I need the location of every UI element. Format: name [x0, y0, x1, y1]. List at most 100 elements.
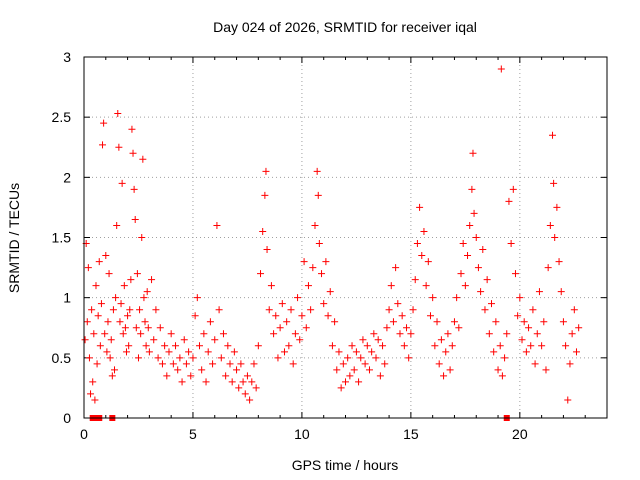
data-point: [248, 378, 256, 386]
data-point: [555, 258, 563, 266]
data-point: [127, 276, 135, 284]
data-point: [469, 149, 477, 157]
data-point: [553, 203, 561, 211]
data-point: [457, 270, 465, 278]
data-point: [101, 330, 109, 338]
data-point: [125, 342, 133, 350]
data-point: [270, 330, 278, 338]
data-point: [416, 203, 424, 211]
data-point: [130, 185, 138, 193]
data-point: [118, 179, 126, 187]
x-tick-label: 10: [294, 426, 310, 442]
data-point: [102, 252, 110, 260]
data-point: [89, 378, 97, 386]
data-point: [339, 360, 347, 368]
data-point: [531, 360, 539, 368]
y-tick-label: 0.5: [52, 350, 72, 366]
data-point: [477, 288, 485, 296]
data-point: [182, 360, 190, 368]
data-point: [446, 366, 454, 374]
x-tick-label: 5: [189, 426, 197, 442]
data-point: [202, 378, 210, 386]
data-point: [116, 318, 124, 326]
data-point: [206, 318, 214, 326]
data-point: [94, 312, 102, 320]
data-point: [265, 306, 273, 314]
data-point: [538, 342, 546, 350]
data-point: [450, 318, 458, 326]
y-axis-label: SRMTID / TECUs: [6, 183, 22, 293]
data-point: [379, 342, 387, 350]
data-point: [174, 366, 182, 374]
data-point: [511, 270, 519, 278]
data-point: [357, 354, 365, 362]
data-point: [145, 348, 153, 356]
data-point: [211, 336, 219, 344]
data-point: [527, 342, 535, 350]
data-point: [148, 276, 156, 284]
data-point: [322, 258, 330, 266]
data-point: [122, 348, 130, 356]
data-point: [289, 360, 297, 368]
data-point: [333, 366, 341, 374]
data-point: [342, 378, 349, 386]
data-point: [550, 179, 558, 187]
data-point: [355, 378, 363, 386]
data-point: [503, 330, 511, 338]
data-point: [285, 342, 293, 350]
data-point: [272, 312, 280, 320]
y-tick-label: 1: [63, 290, 71, 306]
data-point: [104, 318, 112, 326]
data-point: [496, 342, 504, 350]
data-point: [136, 306, 144, 314]
data-point: [191, 312, 199, 320]
data-point: [111, 366, 119, 374]
data-point: [250, 360, 258, 368]
data-point: [87, 390, 95, 398]
data-point: [444, 330, 452, 338]
data-point: [254, 342, 262, 350]
data-point: [228, 378, 236, 386]
data-point: [403, 324, 411, 332]
data-point: [92, 282, 100, 290]
data-point: [106, 354, 114, 362]
data-point: [424, 258, 432, 266]
data-point: [84, 264, 92, 272]
data-point: [361, 360, 369, 368]
data-point: [472, 234, 480, 241]
data-point: [324, 312, 332, 320]
data-point: [140, 294, 148, 302]
data-point: [413, 240, 421, 248]
y-tick-label: 2: [63, 169, 71, 185]
data-point: [383, 324, 391, 332]
data-point: [95, 258, 103, 266]
data-point: [93, 360, 101, 368]
data-point: [283, 318, 291, 326]
data-point: [161, 342, 169, 350]
data-point: [139, 155, 147, 163]
data-point: [507, 240, 515, 248]
data-point: [226, 360, 234, 368]
data-point: [233, 366, 241, 374]
x-axis-label: GPS time / hours: [292, 457, 399, 473]
data-point: [551, 234, 559, 241]
data-point: [514, 312, 522, 320]
data-point: [374, 336, 382, 344]
data-point: [143, 288, 151, 296]
x-tick-label: 20: [512, 426, 528, 442]
data-point: [219, 330, 227, 338]
data-point: [448, 342, 456, 350]
data-point: [318, 270, 326, 278]
data-point: [440, 372, 448, 380]
data-point: [178, 378, 186, 386]
data-point: [185, 348, 193, 356]
data-point: [518, 336, 526, 344]
data-point: [296, 336, 304, 344]
data-point: [389, 318, 397, 326]
data-point: [120, 282, 128, 290]
data-point: [315, 240, 323, 248]
data-point: [442, 348, 450, 356]
data-point: [572, 348, 580, 356]
data-point: [105, 270, 113, 278]
data-point: [426, 312, 434, 320]
